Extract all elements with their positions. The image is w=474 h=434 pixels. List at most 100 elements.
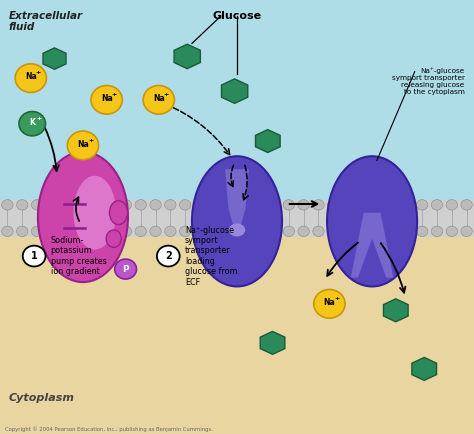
Text: +: + xyxy=(164,92,169,97)
Circle shape xyxy=(194,200,206,210)
Circle shape xyxy=(120,200,132,210)
Circle shape xyxy=(461,200,472,210)
Circle shape xyxy=(164,226,176,237)
Text: Glucose: Glucose xyxy=(212,11,262,21)
Circle shape xyxy=(357,226,369,237)
Circle shape xyxy=(2,200,13,210)
Circle shape xyxy=(328,200,339,210)
Text: Copyright © 2004 Pearson Education, Inc., publishing as Benjamin Cummings.: Copyright © 2004 Pearson Education, Inc.… xyxy=(5,426,213,432)
Polygon shape xyxy=(225,169,249,226)
Circle shape xyxy=(372,200,383,210)
Circle shape xyxy=(180,226,191,237)
Circle shape xyxy=(105,200,117,210)
Circle shape xyxy=(239,226,250,237)
Circle shape xyxy=(194,226,206,237)
Circle shape xyxy=(298,200,310,210)
Circle shape xyxy=(46,226,57,237)
Ellipse shape xyxy=(228,224,246,237)
Circle shape xyxy=(31,200,43,210)
Circle shape xyxy=(91,226,102,237)
Circle shape xyxy=(283,226,294,237)
Text: 2: 2 xyxy=(165,251,172,261)
Text: Na: Na xyxy=(101,94,112,103)
Text: Na: Na xyxy=(77,140,89,148)
Circle shape xyxy=(401,226,413,237)
Polygon shape xyxy=(260,332,285,354)
Circle shape xyxy=(157,246,180,266)
Ellipse shape xyxy=(327,156,417,286)
Bar xyxy=(0,237,474,434)
Circle shape xyxy=(446,200,457,210)
Circle shape xyxy=(283,200,294,210)
Circle shape xyxy=(31,226,43,237)
Text: Extracellular
fluid: Extracellular fluid xyxy=(9,11,82,33)
Polygon shape xyxy=(43,48,66,69)
Circle shape xyxy=(143,85,174,114)
Ellipse shape xyxy=(38,152,128,282)
Circle shape xyxy=(254,226,265,237)
Ellipse shape xyxy=(192,156,282,286)
Circle shape xyxy=(342,226,354,237)
Circle shape xyxy=(120,226,132,237)
Circle shape xyxy=(268,226,280,237)
Bar xyxy=(0,200,474,237)
Circle shape xyxy=(135,226,146,237)
Circle shape xyxy=(2,226,13,237)
Text: Cytoplasm: Cytoplasm xyxy=(9,393,74,403)
Circle shape xyxy=(314,289,345,318)
Circle shape xyxy=(224,226,235,237)
Text: +: + xyxy=(111,92,117,97)
Circle shape xyxy=(461,226,472,237)
Circle shape xyxy=(150,200,161,210)
Circle shape xyxy=(61,226,73,237)
Text: Na⁺-glucose
symport
transporter
loading
glucose from
ECF: Na⁺-glucose symport transporter loading … xyxy=(185,226,237,286)
Text: K: K xyxy=(29,118,35,127)
Circle shape xyxy=(328,226,339,237)
Circle shape xyxy=(342,200,354,210)
Text: P: P xyxy=(122,265,129,273)
Circle shape xyxy=(19,112,46,136)
Circle shape xyxy=(115,259,137,279)
Circle shape xyxy=(387,200,398,210)
Circle shape xyxy=(164,200,176,210)
Polygon shape xyxy=(412,358,437,380)
Circle shape xyxy=(209,226,220,237)
Circle shape xyxy=(417,226,428,237)
Ellipse shape xyxy=(73,176,116,250)
Circle shape xyxy=(357,200,369,210)
Text: Sodium-
potassium
pump creates
ion gradient: Sodium- potassium pump creates ion gradi… xyxy=(51,236,107,276)
Circle shape xyxy=(61,200,73,210)
Text: +: + xyxy=(88,138,93,143)
Circle shape xyxy=(180,200,191,210)
Circle shape xyxy=(150,226,161,237)
Circle shape xyxy=(17,200,28,210)
Circle shape xyxy=(91,200,102,210)
Circle shape xyxy=(67,131,99,160)
Circle shape xyxy=(268,200,280,210)
Text: +: + xyxy=(36,70,41,76)
Circle shape xyxy=(387,226,398,237)
Polygon shape xyxy=(351,213,393,278)
Circle shape xyxy=(446,226,457,237)
Polygon shape xyxy=(221,79,248,103)
Text: +: + xyxy=(36,116,42,121)
Text: +: + xyxy=(334,296,340,301)
Circle shape xyxy=(313,200,324,210)
Ellipse shape xyxy=(109,201,128,225)
Circle shape xyxy=(254,200,265,210)
Circle shape xyxy=(209,200,220,210)
Circle shape xyxy=(46,200,57,210)
Circle shape xyxy=(298,226,310,237)
Circle shape xyxy=(224,200,235,210)
Circle shape xyxy=(239,200,250,210)
Polygon shape xyxy=(174,44,201,69)
Circle shape xyxy=(417,200,428,210)
Circle shape xyxy=(105,226,117,237)
Text: Na: Na xyxy=(153,94,164,103)
Circle shape xyxy=(431,200,443,210)
Polygon shape xyxy=(383,299,408,322)
Text: 1: 1 xyxy=(31,251,37,261)
Circle shape xyxy=(313,226,324,237)
Text: Na: Na xyxy=(25,72,36,81)
Polygon shape xyxy=(255,130,280,152)
